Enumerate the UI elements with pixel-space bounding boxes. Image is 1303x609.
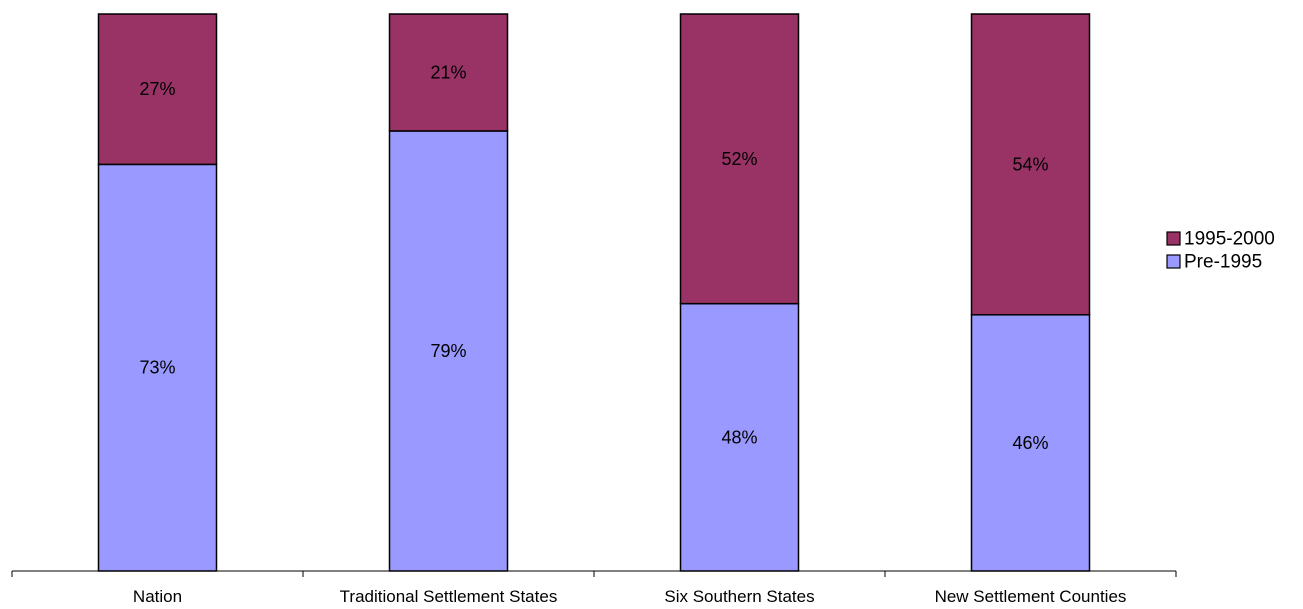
data-label: 79%: [430, 341, 466, 361]
data-label: 21%: [430, 62, 466, 82]
data-label: 73%: [139, 358, 175, 378]
data-label: 52%: [721, 149, 757, 169]
bar-segment-1995-2000-3: [970, 13, 1091, 316]
bars-group: [97, 13, 1091, 572]
bar-segment-1995-2000-1: [388, 13, 509, 132]
bar-segment-pre-1995-2: [679, 302, 800, 572]
x-axis: [11, 570, 1177, 577]
data-label: 27%: [139, 79, 175, 99]
data-label: 54%: [1012, 154, 1048, 174]
bar-segment-pre-1995-0: [97, 163, 218, 572]
legend-swatch: [1166, 231, 1181, 246]
category-labels-group: Nation Traditional Settlement States Six S…: [133, 587, 1126, 606]
bar-segment-1995-2000-2: [679, 13, 800, 305]
data-label: 46%: [1012, 433, 1048, 453]
bar-segment-1995-2000-0: [97, 13, 218, 166]
legend-swatch: [1166, 254, 1181, 269]
category-label: New Settlement Counties: [935, 587, 1127, 606]
category-label: Traditional Settlement States: [340, 587, 558, 606]
legend-label: Pre-1995: [1184, 252, 1262, 273]
data-label: 48%: [721, 427, 757, 447]
data-labels-group: 73% 27% 79% 21% 48% 52% 46% 54%: [139, 62, 1048, 452]
category-label: Nation: [133, 587, 182, 606]
legend-label: 1995-2000: [1184, 229, 1275, 250]
category-label: Six Southern States: [664, 587, 814, 606]
